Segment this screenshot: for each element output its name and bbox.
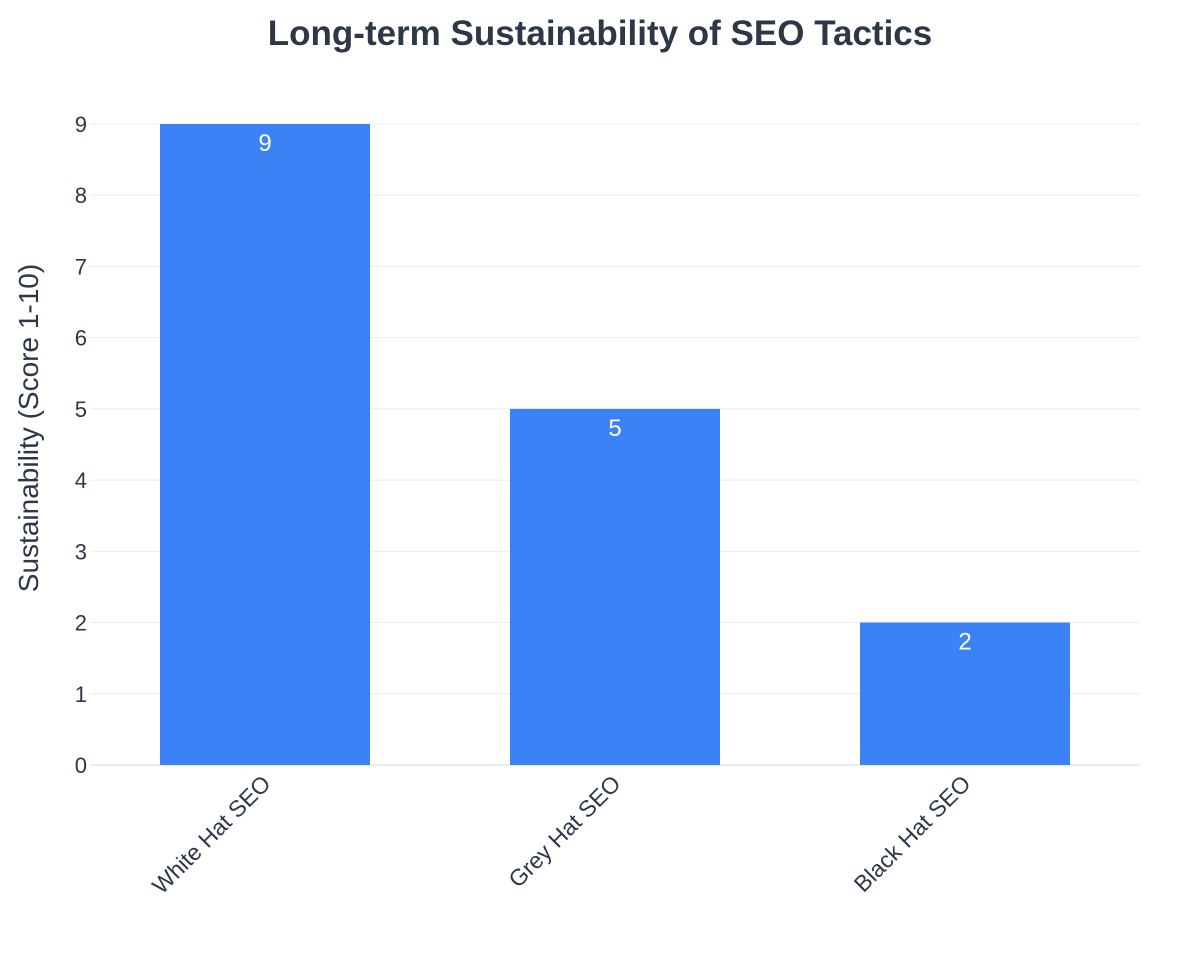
data-label: 5 xyxy=(608,415,621,442)
x-tick-label: Black Hat SEO xyxy=(849,770,976,897)
data-label: 9 xyxy=(258,130,271,157)
data-label: 2 xyxy=(958,629,971,656)
y-tick-label: 0 xyxy=(75,753,87,778)
y-tick-label: 4 xyxy=(75,468,87,493)
y-tick-label: 9 xyxy=(75,112,87,137)
y-tick-label: 6 xyxy=(75,326,87,351)
chart-title: Long-term Sustainability of SEO Tactics xyxy=(268,14,932,53)
y-tick-label: 7 xyxy=(75,254,87,279)
y-tick-label: 1 xyxy=(75,682,87,707)
x-tick-label: Grey Hat SEO xyxy=(503,770,625,892)
bar xyxy=(160,124,370,765)
y-axis-label: Sustainability (Score 1-10) xyxy=(13,264,44,592)
y-tick-label: 5 xyxy=(75,397,87,422)
y-tick-label: 8 xyxy=(75,183,87,208)
bar xyxy=(860,622,1070,765)
y-tick-label: 2 xyxy=(75,611,87,636)
x-tick-label: White Hat SEO xyxy=(147,770,276,899)
y-tick-label: 3 xyxy=(75,539,87,564)
bar xyxy=(510,408,720,765)
